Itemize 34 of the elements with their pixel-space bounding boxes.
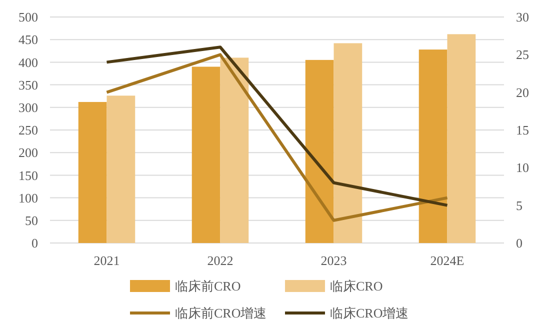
y-tick-label: 400 <box>18 54 38 70</box>
y-tick-label: 300 <box>18 100 38 115</box>
y-tick-label: 50 <box>25 212 38 228</box>
bar <box>418 50 448 243</box>
bar <box>334 43 362 243</box>
y2-tick-label: 0 <box>516 236 522 251</box>
x-tick-label: 2024E <box>430 253 464 268</box>
y2-tick-label: 15 <box>516 122 529 138</box>
legend-label: 临床前CRO <box>175 278 241 294</box>
bar <box>106 96 136 243</box>
bar <box>192 66 220 243</box>
legend-label: 临床前CRO增速 <box>175 306 267 321</box>
y-tick-label: 450 <box>18 32 38 48</box>
bar <box>78 102 107 243</box>
y-tick-label: 200 <box>18 145 38 160</box>
y2-tick-label: 30 <box>516 10 529 25</box>
y2-tick-label: 25 <box>516 47 529 62</box>
y-tick-label: 250 <box>18 122 38 138</box>
y-tick-label: 500 <box>18 10 38 25</box>
y-tick-label: 100 <box>18 190 38 206</box>
legend-label: 临床CRO增速 <box>330 306 409 321</box>
y-tick-label: 0 <box>32 236 38 251</box>
y2-tick-label: 5 <box>516 198 522 213</box>
bar <box>305 60 334 243</box>
legend-label: 临床CRO <box>330 278 383 294</box>
bar <box>220 58 249 243</box>
y-tick-label: 350 <box>18 77 38 92</box>
y2-tick-label: 20 <box>516 84 529 100</box>
y2-tick-label: 10 <box>516 160 529 176</box>
bar <box>447 34 476 243</box>
x-tick-label: 2023 <box>320 253 347 268</box>
y-tick-label: 150 <box>18 168 38 183</box>
x-tick-label: 2021 <box>94 253 120 268</box>
x-tick-label: 2022 <box>207 253 234 268</box>
